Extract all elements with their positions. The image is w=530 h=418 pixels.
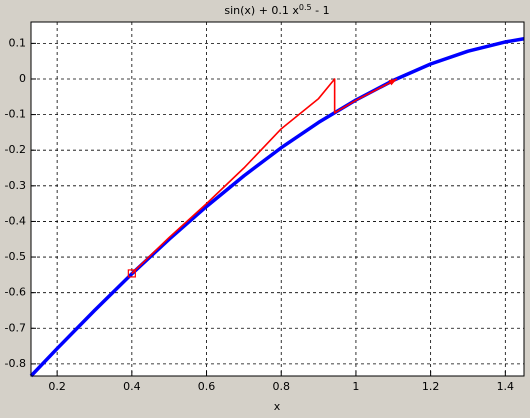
y-tick-label: -0.3 <box>5 179 26 192</box>
plot-area <box>31 22 524 376</box>
y-tick-label: -0.6 <box>5 286 26 299</box>
y-tick-label: -0.8 <box>5 357 26 370</box>
y-tick-label: -0.5 <box>5 250 26 263</box>
y-tick-label: -0.4 <box>5 214 26 227</box>
y-tick-label: -0.7 <box>5 321 26 334</box>
y-tick-label: -0.2 <box>5 143 26 156</box>
x-tick-label: 1.2 <box>422 380 440 393</box>
x-tick-label: 0.2 <box>48 380 66 393</box>
x-tick-label: 1.4 <box>497 380 515 393</box>
y-tick-label: 0.1 <box>9 36 27 49</box>
chart-title: sin(x) + 0.1 x0.5 - 1 <box>224 3 329 18</box>
x-tick-label: 0.4 <box>123 380 141 393</box>
x-tick-label: 1 <box>352 380 359 393</box>
x-tick-label: 0.8 <box>272 380 290 393</box>
start-marker <box>127 269 136 278</box>
y-tick-label: 0 <box>19 72 26 85</box>
x-tick-label: 0.6 <box>198 380 216 393</box>
x-axis-label: x <box>274 400 281 413</box>
axes-box <box>30 21 525 377</box>
title-suffix: - 1 <box>312 4 330 17</box>
data-line <box>131 78 398 275</box>
title-exponent: 0.5 <box>299 3 312 12</box>
data-line <box>29 37 525 378</box>
y-tick-label: -0.1 <box>5 108 26 121</box>
title-main: sin(x) + 0.1 x <box>224 4 299 17</box>
end-arrow <box>388 78 398 86</box>
